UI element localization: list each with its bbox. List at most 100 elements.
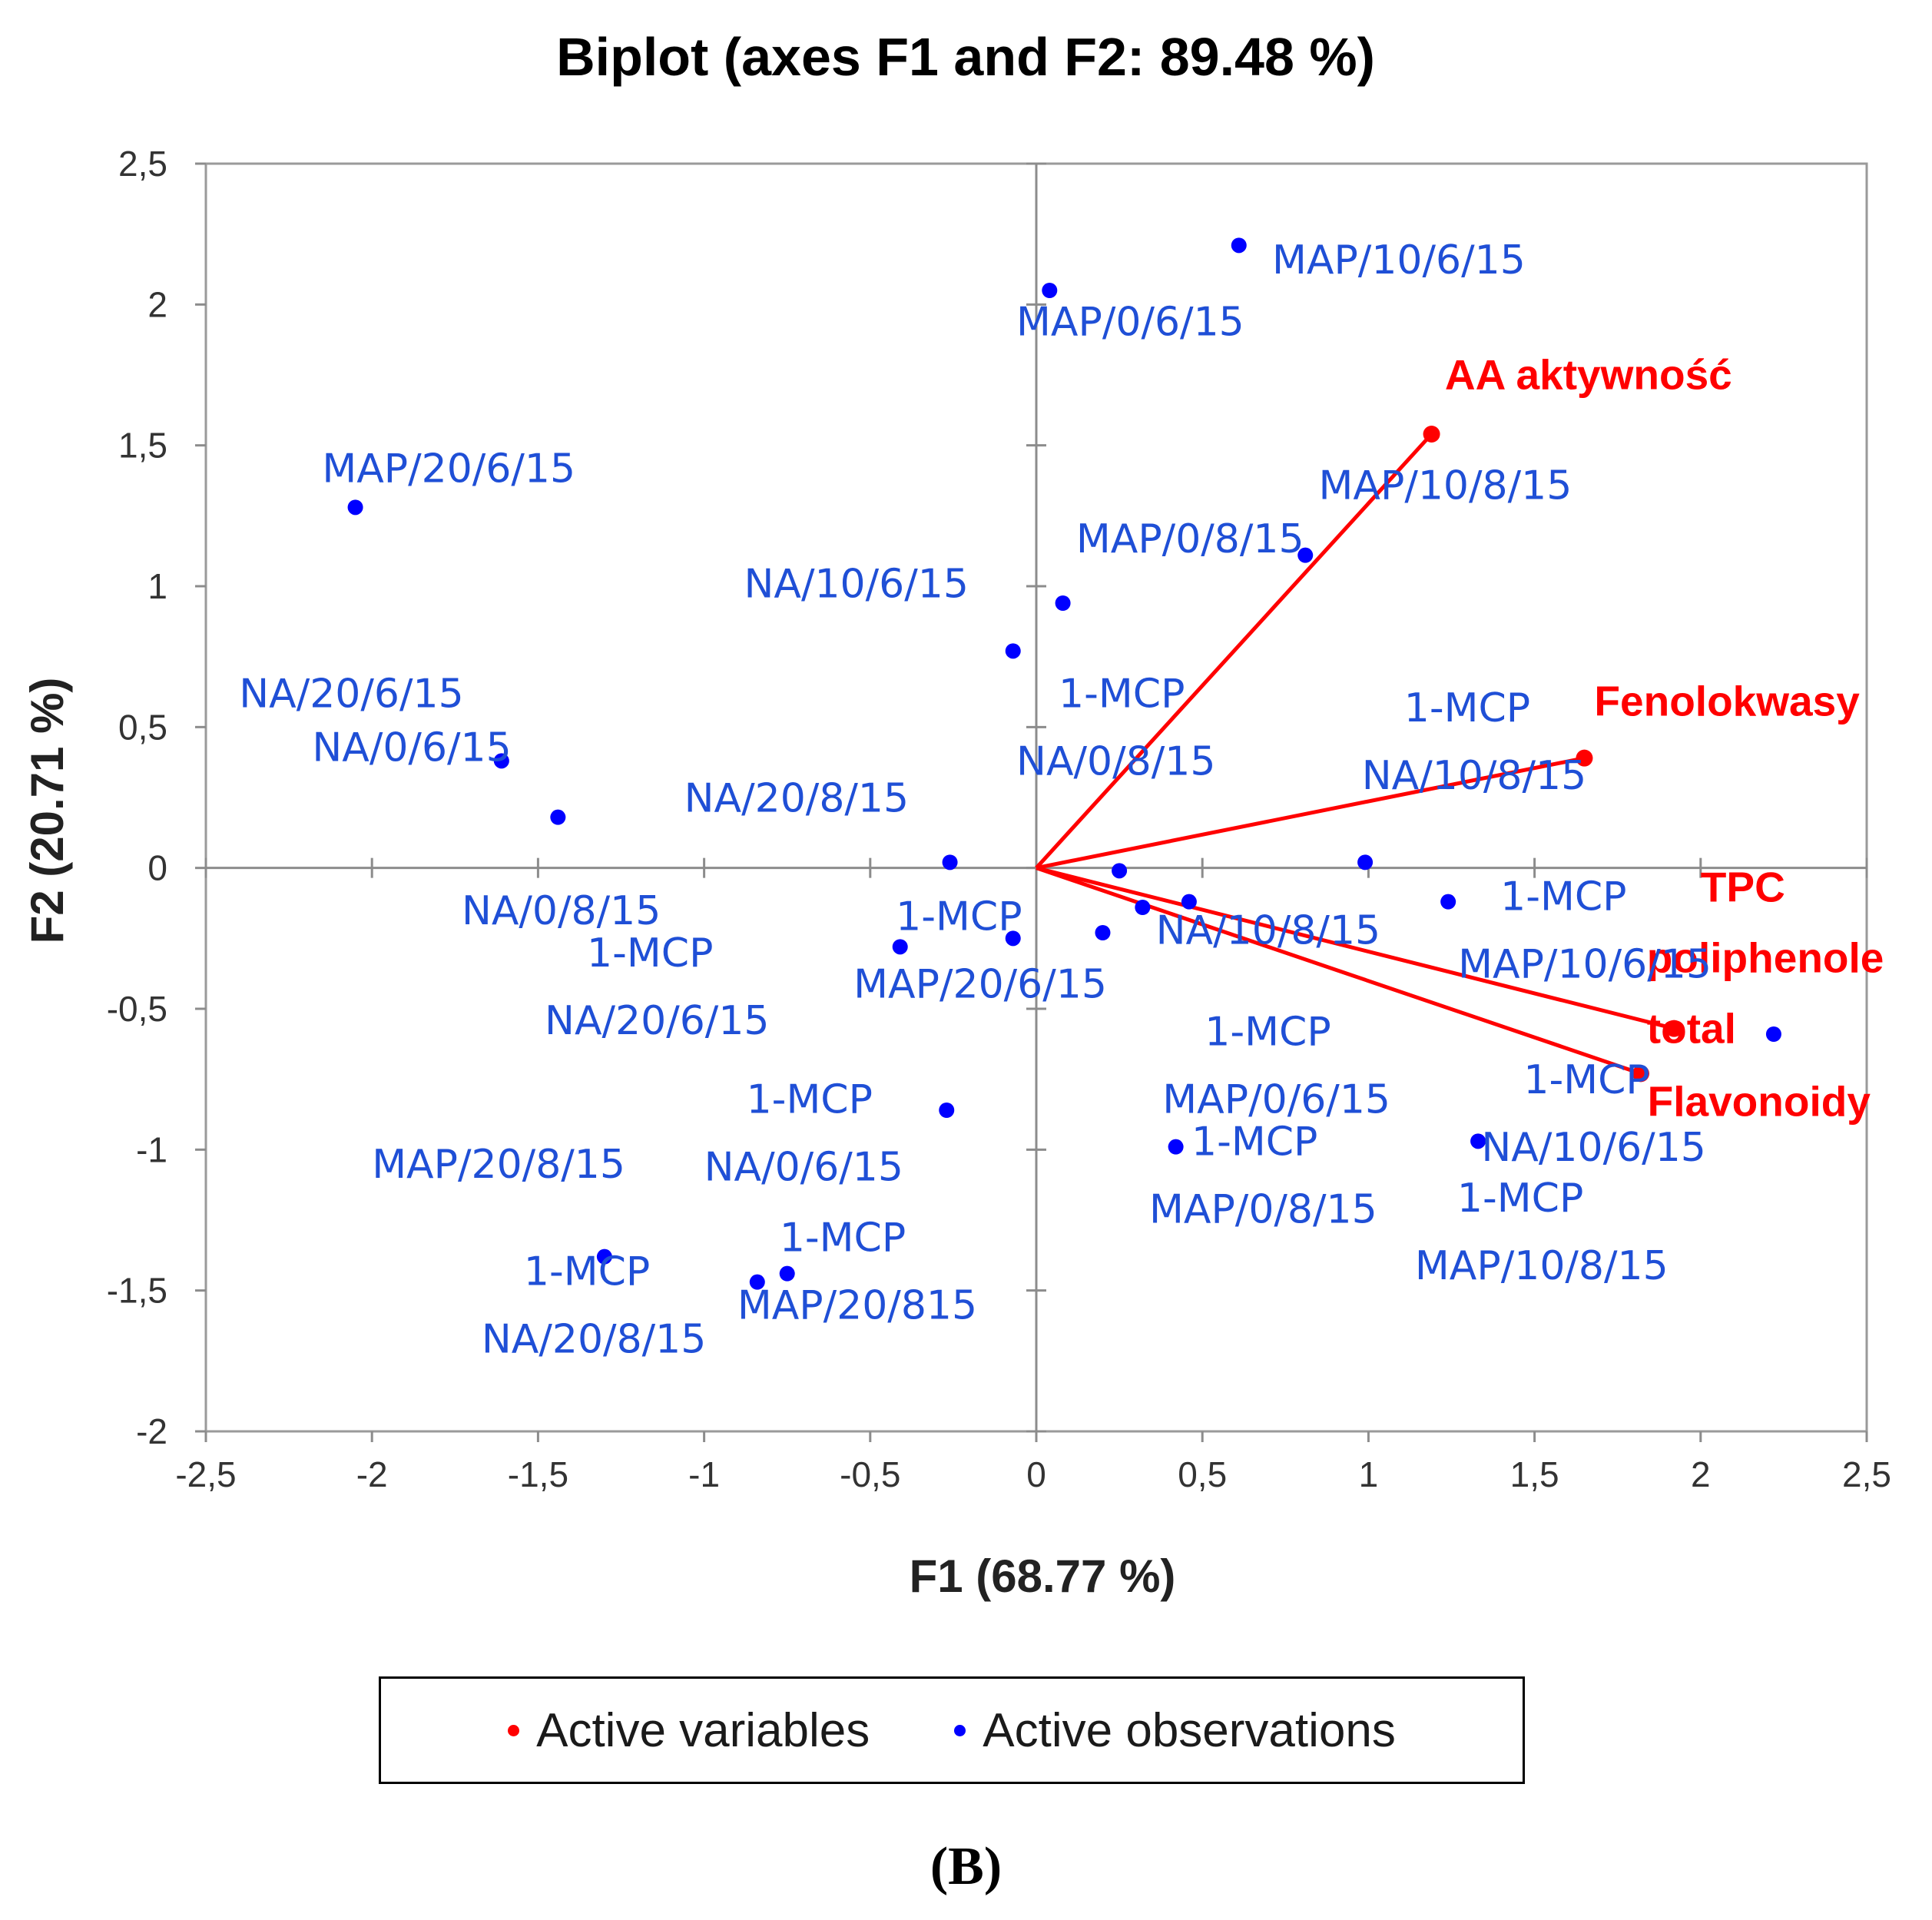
variable-label: Flavonoidy [1648,1077,1871,1125]
observation-point [1168,1139,1184,1155]
observation-label: NA/20/8/15 [684,775,909,821]
observation-label: NA/10/6/15 [744,562,968,608]
observation-point [493,753,509,769]
observation-label: 1-MCP [1059,672,1185,718]
observation-label: 1-MCP [1404,685,1530,731]
observation-point [1005,643,1021,659]
observation-label: 1-MCP [1191,1119,1317,1166]
observation-point [1135,900,1151,915]
observation-label: MAP/10/8/15 [1415,1243,1669,1289]
observation-label: 1-MCP [524,1248,650,1295]
y-tick-label: 0,5 [118,707,167,747]
observation-label: 1-MCP [747,1077,873,1123]
axes-layer: -2,5 -2 -1,5 -1 -0,5 0 0,5 1 1,5 2 2,5-2-1,5-1-0,5… [107,144,1891,1494]
observation-label: NA/0/6/15 [704,1145,903,1191]
x-tick-label: -2 [356,1454,388,1494]
observation-label: NA/0/8/15 [1016,739,1215,785]
observation-point [1005,930,1021,947]
observation-label: NA/0/8/15 [462,888,661,934]
y-tick-label: 2,5 [118,144,167,184]
panel-label: (B) [930,1837,1002,1896]
observation-point [942,854,958,870]
legend: Active variables Active observations [379,1676,1525,1784]
observation-label: 1-MCP [1457,1176,1583,1222]
variable-point [1423,426,1440,443]
labels-layer: AA aktywność Fenolokwasy TPC poliphenole tot… [239,237,1884,1362]
observation-point [1042,283,1058,298]
legend-observations-label: Active observations [983,1703,1396,1757]
variable-point [1632,1065,1649,1083]
variable-point [1576,749,1593,767]
observation-label: MAP/0/6/15 [1016,300,1244,346]
variable-label: AA aktywność [1445,350,1732,398]
observation-label: NA/0/6/15 [312,725,511,771]
observation-point [1112,863,1128,879]
y-tick-label: 0 [147,848,167,888]
observation-label: MAP/20/8/15 [372,1142,625,1188]
y-tick-label: 2 [147,284,167,324]
observation-label: NA/20/8/15 [482,1316,706,1362]
observation-point [1357,854,1374,870]
observation-point [1095,925,1111,940]
observation-label: MAP/0/8/15 [1149,1187,1377,1233]
observation-label: 1-MCP [1500,874,1626,920]
observation-point [1440,894,1456,910]
observation-point [939,1103,955,1118]
y-tick-label: 1 [147,566,167,606]
observation-point [1297,547,1314,563]
x-tick-label: 2,5 [1842,1454,1891,1494]
x-axis-label: F1 (68.77 %) [910,1550,1176,1602]
observation-point [892,939,908,955]
observation-point [1765,1026,1781,1042]
observation-point [550,809,566,825]
y-tick-label: -1 [136,1129,167,1169]
observation-label: MAP/10/6/15 [1272,237,1526,284]
observation-point [1231,237,1247,254]
x-tick-label: 2 [1691,1454,1711,1494]
observation-label: NA/10/6/15 [1481,1125,1705,1171]
observation-point [1055,595,1071,611]
variable-vector-line [1035,433,1433,870]
x-tick-label: 0,5 [1178,1454,1227,1494]
observation-label: NA/20/6/15 [239,672,463,718]
legend-blue-dot-icon [954,1724,966,1736]
chart-title: Biplot (axes F1 and F2: 89.48 %) [556,27,1375,87]
x-tick-label: -0,5 [840,1454,900,1494]
observation-label: 1-MCP [780,1215,906,1261]
variable-label: Fenolokwasy [1594,678,1860,725]
legend-variables-label: Active variables [536,1703,870,1757]
y-tick-label: -0,5 [107,989,167,1029]
variable-point [1665,1020,1683,1037]
y-tick-label: -1,5 [107,1271,167,1311]
y-tick-label: -2 [136,1411,167,1451]
variable-label: poliphenole [1647,934,1884,982]
observation-point [1470,1133,1486,1149]
x-tick-label: -1,5 [508,1454,568,1494]
observation-label: 1-MCP [1205,1010,1331,1056]
variable-label: TPC [1701,864,1785,911]
observation-points-layer [347,237,1781,1290]
observation-label: MAP/20/6/15 [853,961,1107,1007]
observation-point [1181,894,1197,910]
observation-point [596,1248,612,1265]
x-tick-label: 1,5 [1510,1454,1559,1494]
legend-red-dot-icon [508,1724,520,1736]
observation-label: MAP/0/6/15 [1162,1077,1390,1123]
observation-label: MAP/10/6/15 [1458,942,1712,988]
observation-label: MAP/10/8/15 [1319,463,1572,509]
legend-entry-observations: Active observations [954,1703,1396,1758]
y-axis-label: F2 (20.71 %) [22,678,73,944]
observation-label: 1-MCP [896,894,1022,940]
variable-vector-line [1036,866,1675,1031]
observation-label: 1-MCP [587,930,713,977]
observation-label: MAP/20/815 [737,1282,977,1328]
observation-point [347,499,363,516]
x-tick-label: 1 [1359,1454,1379,1494]
observation-label: NA/10/8/15 [1362,753,1586,799]
variable-label: total [1647,1005,1736,1053]
observation-label: NA/10/8/15 [1156,908,1380,954]
legend-entry-variables: Active variables [508,1703,870,1758]
x-tick-label: 0 [1026,1454,1046,1494]
observation-point [779,1265,795,1282]
